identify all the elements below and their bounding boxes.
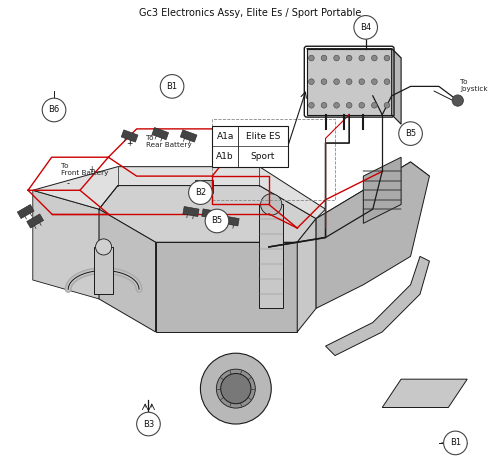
Polygon shape (99, 209, 156, 332)
Circle shape (346, 79, 352, 85)
Text: A1b: A1b (216, 152, 234, 161)
Polygon shape (18, 204, 34, 218)
Circle shape (160, 75, 184, 98)
Polygon shape (156, 242, 297, 332)
Polygon shape (326, 256, 430, 356)
Circle shape (321, 79, 327, 85)
FancyBboxPatch shape (260, 204, 283, 308)
Circle shape (334, 55, 340, 61)
Polygon shape (202, 209, 218, 219)
Circle shape (136, 412, 160, 436)
Circle shape (205, 209, 229, 233)
Circle shape (308, 55, 314, 61)
Polygon shape (392, 48, 401, 124)
Polygon shape (26, 214, 44, 228)
Text: Elite ES: Elite ES (246, 132, 280, 141)
Text: B1: B1 (166, 82, 177, 91)
Circle shape (452, 95, 464, 106)
Circle shape (321, 103, 327, 108)
Text: B3: B3 (143, 419, 154, 428)
FancyBboxPatch shape (195, 180, 212, 193)
Polygon shape (223, 216, 239, 226)
Circle shape (188, 181, 212, 204)
Polygon shape (306, 48, 392, 115)
Polygon shape (316, 162, 430, 308)
Circle shape (308, 103, 314, 108)
Text: A1a: A1a (216, 132, 234, 141)
Text: B4: B4 (360, 23, 372, 32)
Circle shape (42, 98, 66, 122)
Polygon shape (297, 218, 316, 332)
Polygon shape (99, 186, 316, 242)
Text: B5: B5 (212, 217, 222, 226)
Circle shape (308, 79, 314, 85)
Polygon shape (121, 130, 138, 142)
Text: B1: B1 (450, 438, 461, 447)
Circle shape (220, 373, 251, 404)
Circle shape (359, 55, 364, 61)
Circle shape (346, 103, 352, 108)
Circle shape (372, 103, 377, 108)
Circle shape (444, 431, 467, 455)
Polygon shape (183, 207, 199, 217)
Circle shape (216, 369, 256, 408)
Circle shape (384, 79, 390, 85)
Circle shape (200, 353, 271, 424)
Polygon shape (33, 190, 99, 299)
Text: To
Front Battery: To Front Battery (61, 163, 108, 176)
Circle shape (359, 103, 364, 108)
Circle shape (372, 55, 377, 61)
Circle shape (334, 103, 340, 108)
Text: To
Rear Battery: To Rear Battery (146, 135, 192, 148)
Circle shape (372, 79, 377, 85)
FancyBboxPatch shape (212, 126, 288, 167)
Polygon shape (180, 130, 197, 142)
Text: Sport: Sport (251, 152, 275, 161)
Circle shape (359, 79, 364, 85)
Text: +: + (126, 139, 133, 148)
Circle shape (96, 239, 112, 255)
Text: -: - (150, 132, 152, 141)
Text: Gc3 Electronics Assy, Elite Es / Sport Portable: Gc3 Electronics Assy, Elite Es / Sport P… (139, 9, 361, 19)
Circle shape (260, 194, 282, 215)
Polygon shape (152, 127, 168, 140)
Polygon shape (33, 167, 326, 218)
Polygon shape (364, 157, 401, 223)
Circle shape (334, 79, 340, 85)
Polygon shape (316, 162, 430, 238)
Text: B2: B2 (195, 188, 206, 197)
Circle shape (384, 55, 390, 61)
Circle shape (399, 122, 422, 145)
Circle shape (346, 55, 352, 61)
Circle shape (321, 55, 327, 61)
Text: To
Joystick: To Joystick (460, 79, 488, 92)
FancyBboxPatch shape (94, 247, 113, 294)
Text: +: + (88, 164, 95, 173)
Circle shape (354, 16, 378, 39)
Polygon shape (306, 48, 401, 58)
Text: B6: B6 (48, 105, 60, 114)
Polygon shape (382, 379, 467, 408)
Text: -: - (66, 179, 70, 188)
Text: B5: B5 (405, 129, 416, 138)
Circle shape (384, 103, 390, 108)
